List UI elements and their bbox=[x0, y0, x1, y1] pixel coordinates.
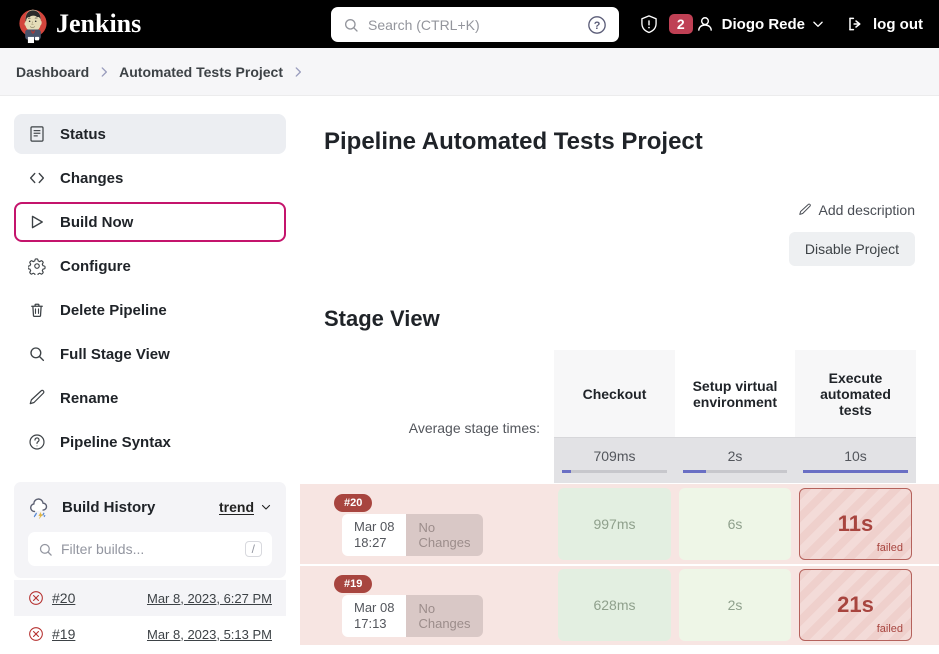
svg-text:?: ? bbox=[594, 19, 601, 31]
